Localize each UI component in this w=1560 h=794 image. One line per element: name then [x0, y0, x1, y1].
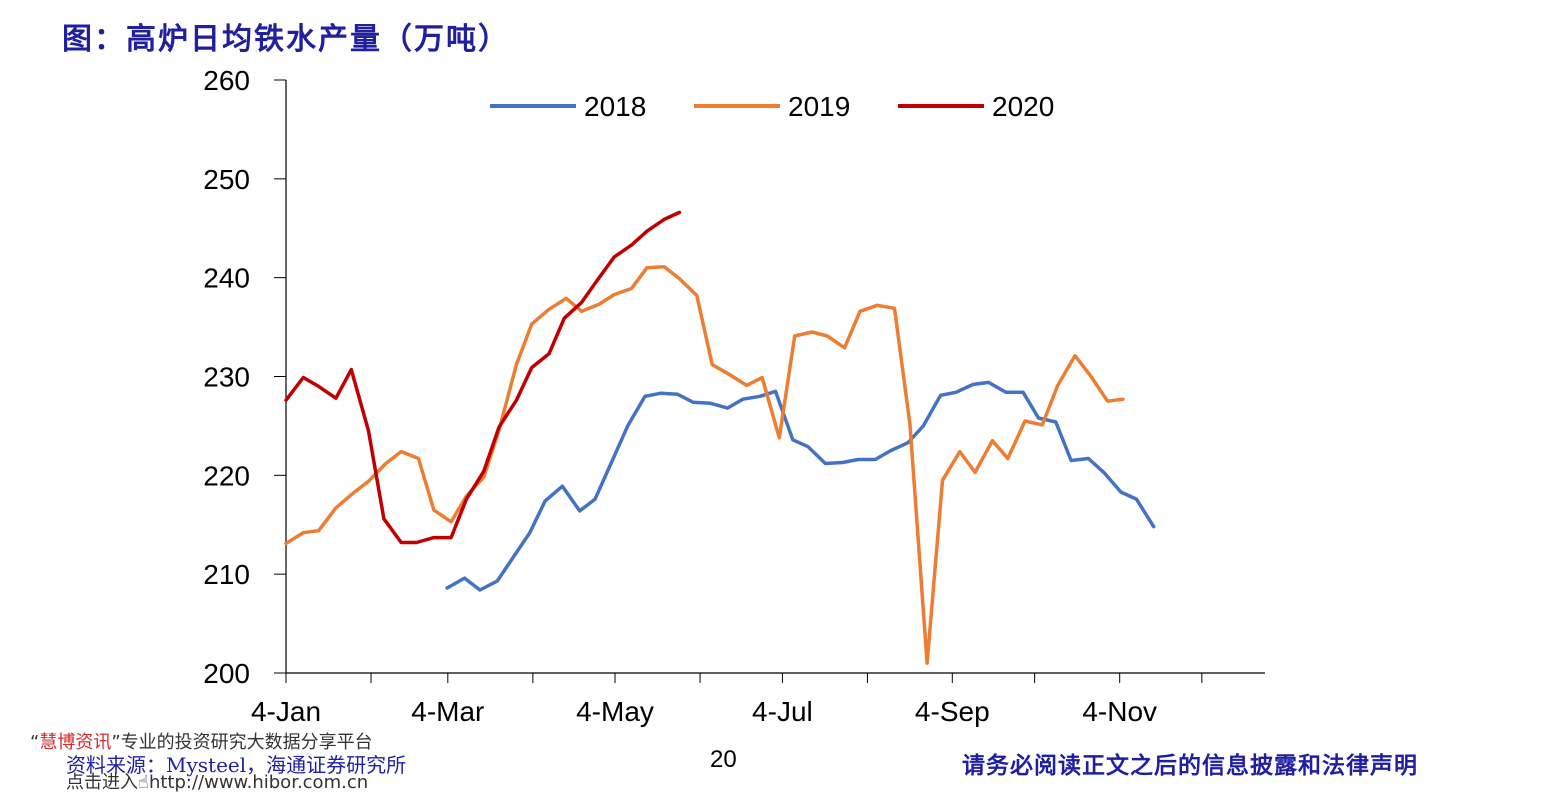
series-line-2020: [284, 210, 682, 545]
x-tick-label: 4-Nov: [1082, 696, 1157, 727]
page-number: 20: [710, 746, 737, 773]
y-tick-label: 220: [203, 460, 250, 491]
hand-pointer-icon: ☝: [138, 772, 149, 793]
disclaimer: 请务必阅读正文之后的信息披露和法律声明: [962, 752, 1418, 779]
x-tick-label: 4-Sep: [915, 696, 990, 727]
watermark-brand[interactable]: 慧博资讯: [39, 732, 112, 753]
x-tick-label: 4-Mar: [411, 696, 484, 727]
watermark-text: 专业的投资研究大数据分享平台: [120, 732, 373, 753]
y-tick-label: 240: [203, 263, 250, 294]
watermark-close-quote: ”: [111, 732, 121, 753]
y-tick-label: 230: [203, 362, 250, 393]
series-layer: [284, 210, 1156, 665]
watermark-banner: “慧博资讯”专业的投资研究大数据分享平台: [30, 728, 373, 754]
x-tick-label: 4-Jul: [752, 696, 813, 727]
watermark-url[interactable]: http://www.hibor.com.cn: [148, 772, 369, 793]
legend: 2018 2019 2020: [490, 91, 1054, 122]
legend-label-2018: 2018: [584, 91, 646, 122]
watermark-open-quote: “: [30, 732, 40, 753]
y-tick-label: 250: [203, 164, 250, 195]
series-line-2019: [284, 265, 1125, 665]
x-tick-label: 4-May: [576, 696, 654, 727]
legend-label-2020: 2020: [992, 91, 1054, 122]
chart-title: 图：高炉日均铁水产量（万吨）: [62, 22, 510, 57]
source-note: 资料来源：Mysteel，海通证券研究所: [66, 753, 407, 777]
watermark-link[interactable]: 点击进入☝http://www.hibor.com.cn: [66, 768, 368, 794]
legend-label-2019: 2019: [788, 91, 850, 122]
y-tick-label: 260: [203, 65, 250, 96]
y-tick-label: 210: [203, 559, 250, 590]
y-tick-label: 200: [203, 658, 250, 689]
watermark-link-prefix: 点击进入: [66, 772, 138, 793]
series-line-2018: [445, 380, 1156, 592]
x-tick-label: 4-Jan: [251, 696, 321, 727]
chart-axes: 200 210 220 230 240 250 260 4-Jan 4-Mar 4-May 4-Ju…: [203, 65, 1265, 727]
